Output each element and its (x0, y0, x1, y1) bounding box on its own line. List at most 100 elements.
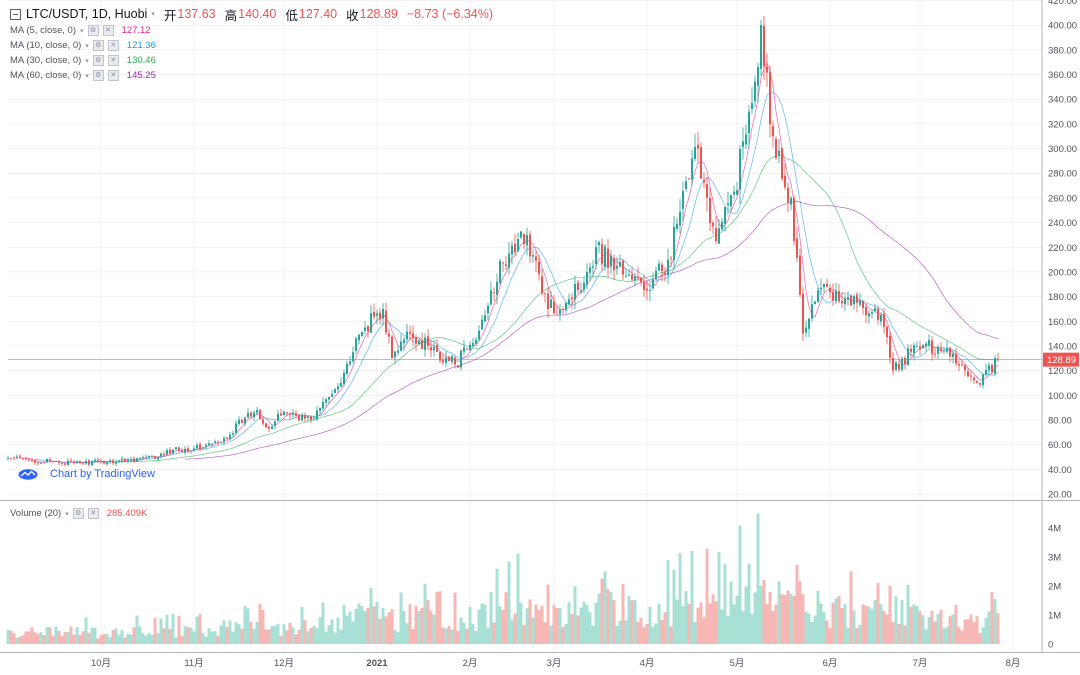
volume-bar (900, 600, 904, 644)
candle-body (955, 353, 957, 364)
settings-icon[interactable]: ⚙ (92, 55, 104, 66)
candle-body (595, 247, 597, 265)
candle-body (718, 228, 720, 244)
volume-bar (486, 627, 490, 644)
study-ma30[interactable]: MA (30, close, 0) ▾ ⚙ ✕ 130.46 (10, 53, 493, 68)
volume-bar (339, 629, 343, 644)
settings-icon[interactable]: ⚙ (92, 70, 104, 81)
candle-body (379, 312, 381, 320)
price-axis[interactable]: 20.00 40.00 60.00 80.00 100.00 120.00 140.00 16… (1043, 0, 1079, 501)
volume-bar (462, 622, 466, 644)
candle-body (190, 450, 192, 452)
candle-body (787, 187, 789, 203)
candle-body (910, 348, 912, 352)
candle-body (34, 460, 36, 463)
study-ma60[interactable]: MA (60, close, 0) ▾ ⚙ ✕ 145.25 (10, 68, 493, 83)
time-tick-label: 12月 (274, 658, 294, 669)
volume-tick-label: 1M (1048, 611, 1061, 622)
candle-body (949, 347, 951, 357)
candle-body (418, 340, 420, 345)
volume-bar (51, 635, 55, 644)
study-volume[interactable]: Volume (20) ▾ ⚙ ✕ 285.409K (10, 506, 147, 521)
low-value: 127.40 (298, 7, 338, 21)
volume-bar (621, 584, 625, 644)
candle-body (484, 315, 486, 322)
candle-body (841, 300, 843, 304)
candle-body (421, 340, 423, 349)
candle-body (247, 412, 249, 418)
volume-bar (441, 627, 445, 644)
volume-bar (591, 626, 595, 644)
volume-bar (348, 611, 352, 644)
settings-icon[interactable]: ⚙ (87, 25, 99, 36)
study-label: Volume (20) (10, 508, 62, 519)
volume-bar (561, 627, 565, 644)
candle-body (931, 340, 933, 354)
candle-body (793, 198, 795, 241)
volume-legend[interactable]: Volume (20) ▾ ⚙ ✕ 285.409K (10, 506, 147, 521)
volume-bar (309, 627, 313, 644)
candle-body (712, 222, 714, 227)
volume-bar (117, 634, 121, 644)
volume-axis[interactable]: 0 1M 2M 3M 4M (1048, 524, 1061, 651)
volume-bar (198, 614, 202, 644)
close-icon[interactable]: ✕ (102, 25, 114, 36)
candle-body (592, 266, 594, 268)
volume-bar (312, 625, 316, 644)
dropdown-caret-icon[interactable]: ▾ (65, 510, 69, 518)
dropdown-caret-icon[interactable]: ▾ (80, 27, 84, 35)
candle-body (979, 383, 981, 385)
volume-bar (162, 628, 166, 644)
volume-bar (819, 603, 823, 644)
study-ma10[interactable]: MA (10, close, 0) ▾ ⚙ ✕ 121.36 (10, 38, 493, 53)
dropdown-caret-icon[interactable]: ▾ (85, 57, 89, 65)
collapse-icon[interactable] (10, 8, 21, 20)
candle-body (523, 233, 525, 245)
time-axis[interactable]: 10月 11月 12月 2021 2月 3月 4月 5月 6月 7月 8月 (91, 658, 1020, 669)
tradingview-watermark[interactable]: Chart by TradingView (18, 468, 155, 480)
volume-bar (816, 590, 820, 644)
candle-body (58, 461, 60, 463)
dropdown-caret-icon[interactable]: ▾ (151, 11, 155, 18)
volume-bar (33, 632, 37, 644)
volume-bar (525, 608, 529, 644)
volume-bar (498, 606, 502, 644)
close-icon[interactable]: ✕ (107, 70, 119, 81)
settings-icon[interactable]: ⚙ (92, 40, 104, 51)
close-icon[interactable]: ✕ (107, 40, 119, 51)
candle-body (328, 396, 330, 400)
volume-bar (147, 632, 151, 644)
candle-body (919, 346, 921, 350)
candle-body (292, 412, 294, 415)
candle-body (571, 297, 573, 300)
dropdown-caret-icon[interactable]: ▾ (85, 42, 89, 50)
volume-bar (885, 614, 889, 644)
candle-body (580, 290, 582, 293)
candle-body (307, 416, 309, 418)
volume-bar (729, 581, 733, 644)
candle-body (868, 313, 870, 317)
volume-bar (93, 627, 97, 644)
volume-bar (861, 604, 865, 644)
candle-body (511, 245, 513, 255)
volume-bar (867, 606, 871, 644)
change-value: −8.73 (−6.34%) (406, 7, 494, 21)
candle-body (412, 333, 414, 339)
close-icon[interactable]: ✕ (107, 55, 119, 66)
volume-bar (933, 621, 937, 644)
volume-bar (531, 617, 535, 644)
volume-bar (888, 585, 892, 644)
volume-bar (258, 603, 262, 644)
candle-body (94, 459, 96, 462)
volume-bar (507, 561, 511, 644)
settings-icon[interactable]: ⚙ (72, 508, 84, 519)
study-ma5[interactable]: MA (5, close, 0) ▾ ⚙ ✕ 127.12 (10, 23, 493, 38)
close-icon[interactable]: ✕ (87, 508, 99, 519)
dropdown-caret-icon[interactable]: ▾ (85, 72, 89, 80)
candle-body (688, 178, 690, 180)
candle-body (583, 282, 585, 290)
volume-bar (99, 635, 103, 644)
volume-bar (609, 591, 613, 644)
